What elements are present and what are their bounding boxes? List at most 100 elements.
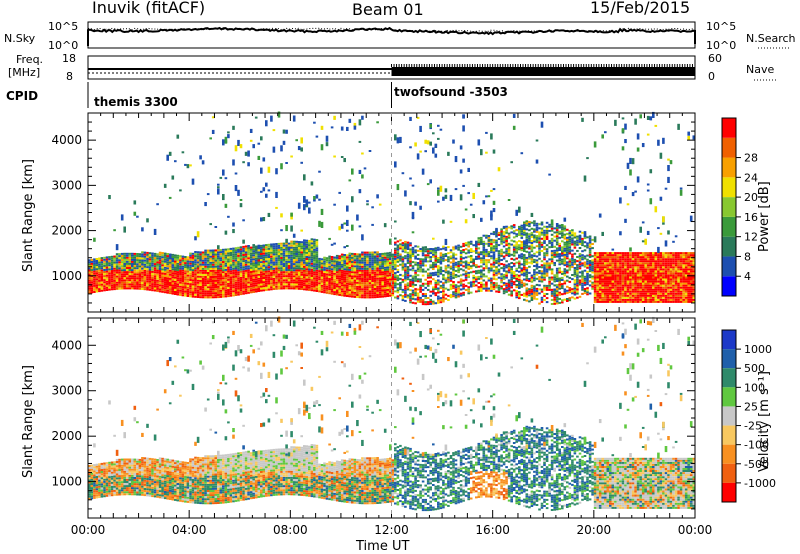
power-cell	[480, 149, 483, 156]
power-cell	[108, 258, 111, 261]
power-cell	[500, 230, 503, 233]
power-cell	[411, 295, 415, 298]
power-cell	[505, 286, 508, 289]
power-cell	[548, 240, 551, 243]
power-cell	[300, 247, 303, 250]
power-cell	[275, 243, 278, 245]
power-cell	[505, 254, 508, 257]
power-cell	[214, 271, 218, 274]
power-cell	[146, 262, 149, 264]
power-cell	[254, 116, 258, 119]
power-cell	[588, 253, 592, 256]
power-cell	[561, 272, 564, 275]
power-cell	[502, 225, 506, 228]
power-cell	[196, 296, 200, 298]
power-cell	[318, 270, 321, 273]
power-cell	[338, 275, 341, 278]
power-cell	[125, 265, 129, 267]
power-cell	[156, 265, 159, 268]
power-cell	[383, 266, 387, 269]
power-cell	[591, 267, 594, 270]
power-cell	[123, 277, 126, 280]
power-cell	[310, 250, 314, 253]
power-cell	[108, 256, 111, 259]
power-cell	[553, 251, 556, 254]
power-cell	[434, 288, 438, 290]
power-cell	[148, 280, 152, 283]
power-cell	[378, 273, 382, 276]
power-cell	[406, 276, 410, 279]
power-cell	[346, 266, 349, 269]
power-cell	[604, 276, 607, 279]
power-cell	[578, 283, 582, 286]
power-cell	[467, 255, 470, 258]
power-cell	[105, 280, 109, 283]
power-cell	[502, 251, 506, 254]
power-cell	[596, 290, 599, 293]
power-cell	[555, 294, 559, 297]
power-cell	[439, 301, 443, 304]
power-cell	[282, 140, 286, 145]
power-cell	[181, 269, 185, 272]
power-cell	[553, 249, 556, 252]
power-cell	[158, 274, 162, 277]
power-cell	[573, 287, 577, 290]
power-cell	[211, 251, 215, 254]
power-cell	[100, 271, 104, 274]
power-cell	[318, 284, 321, 287]
power-cell	[280, 277, 283, 280]
power-cell	[596, 298, 599, 301]
power-cell	[280, 242, 283, 245]
power-cell	[189, 291, 192, 294]
power-cell	[348, 179, 352, 182]
power-cell	[131, 275, 134, 278]
power-cell	[533, 269, 536, 272]
power-cell	[277, 285, 281, 288]
power-cell	[143, 284, 147, 287]
power-cell	[464, 219, 468, 224]
power-cell	[295, 139, 298, 142]
power-cell	[351, 279, 354, 282]
power-cell	[224, 291, 228, 294]
power-cell	[353, 273, 357, 276]
power-cell	[348, 262, 352, 265]
power-cell	[222, 250, 225, 253]
power-cell	[442, 294, 445, 297]
power-cell	[492, 288, 496, 291]
power-cell	[280, 163, 283, 170]
power-cell	[459, 278, 463, 281]
power-cell	[166, 255, 169, 258]
power-cell	[394, 253, 397, 256]
power-cell	[396, 254, 400, 257]
power-cell	[320, 274, 324, 277]
power-cell	[530, 227, 534, 230]
freq-block	[391, 67, 695, 76]
power-cell	[507, 285, 511, 288]
power-cell	[194, 259, 197, 262]
power-cell	[512, 254, 516, 257]
power-cell	[614, 292, 617, 295]
power-cell	[558, 291, 561, 294]
power-cell	[361, 115, 364, 120]
power-cell	[206, 193, 210, 196]
power-cell	[538, 251, 541, 254]
power-cell	[232, 255, 235, 258]
power-cell	[576, 278, 579, 281]
power-cell	[277, 242, 281, 245]
power-cell	[543, 246, 546, 249]
power-cell	[115, 275, 119, 278]
power-cell	[543, 240, 546, 242]
power-cell	[196, 255, 200, 258]
power-cell	[533, 297, 536, 300]
power-cell	[614, 119, 617, 126]
power-cell	[95, 280, 99, 283]
power-cell	[411, 293, 415, 296]
power-cell	[490, 251, 493, 254]
power-cell	[368, 288, 372, 291]
power-cell	[568, 242, 572, 245]
power-cell	[310, 283, 314, 286]
power-cell	[439, 297, 443, 300]
power-cell	[480, 287, 483, 290]
power-cell	[540, 223, 544, 226]
power-cell	[346, 272, 349, 275]
